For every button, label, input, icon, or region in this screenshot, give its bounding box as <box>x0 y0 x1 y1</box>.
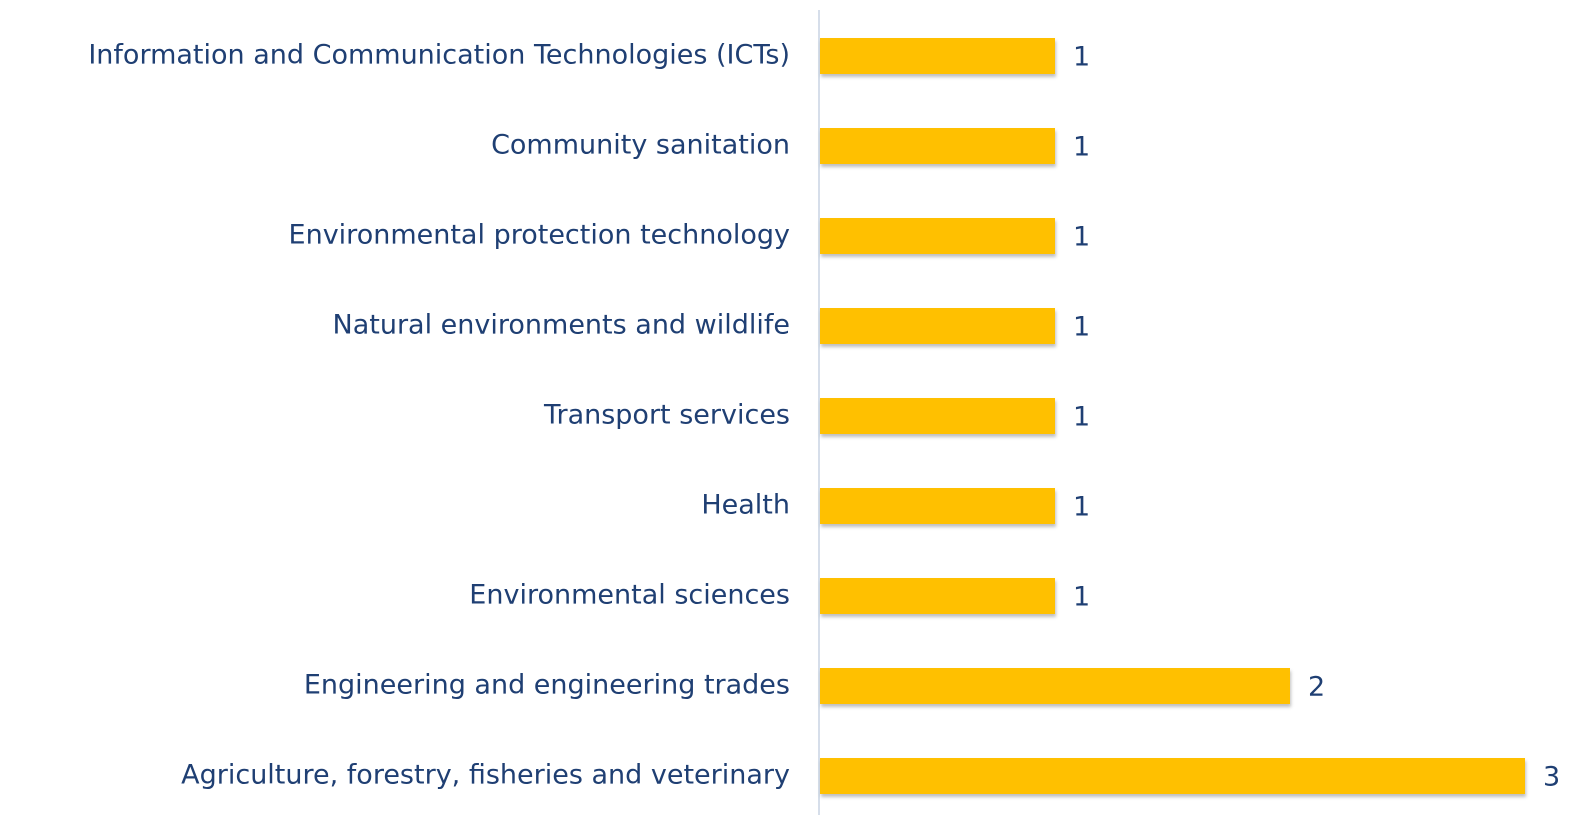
data-label: 3 <box>1543 762 1560 793</box>
data-label: 1 <box>1073 132 1090 163</box>
y-tick-label: Transport services <box>543 400 790 431</box>
data-label: 1 <box>1073 42 1090 73</box>
y-tick-label: Community sanitation <box>491 130 790 161</box>
bar <box>820 758 1525 794</box>
data-label: 1 <box>1073 582 1090 613</box>
y-tick-label: Natural environments and wildlife <box>333 310 791 341</box>
bar <box>820 668 1290 704</box>
bar <box>820 128 1055 164</box>
y-tick-label: Agriculture, forestry, fisheries and vet… <box>181 760 790 791</box>
data-label: 1 <box>1073 402 1090 433</box>
y-tick-label: Engineering and engineering trades <box>304 670 790 701</box>
bar <box>820 218 1055 254</box>
data-label: 1 <box>1073 312 1090 343</box>
bar <box>820 398 1055 434</box>
y-tick-label: Environmental protection technology <box>289 220 790 251</box>
data-label: 1 <box>1073 492 1090 523</box>
y-tick-label: Information and Communication Technologi… <box>88 40 790 71</box>
bar <box>820 578 1055 614</box>
bar <box>820 38 1055 74</box>
y-tick-label: Environmental sciences <box>469 580 790 611</box>
y-tick-label: Health <box>701 490 790 521</box>
data-label: 1 <box>1073 222 1090 253</box>
bar <box>820 308 1055 344</box>
data-label: 2 <box>1308 672 1325 703</box>
bar <box>820 488 1055 524</box>
